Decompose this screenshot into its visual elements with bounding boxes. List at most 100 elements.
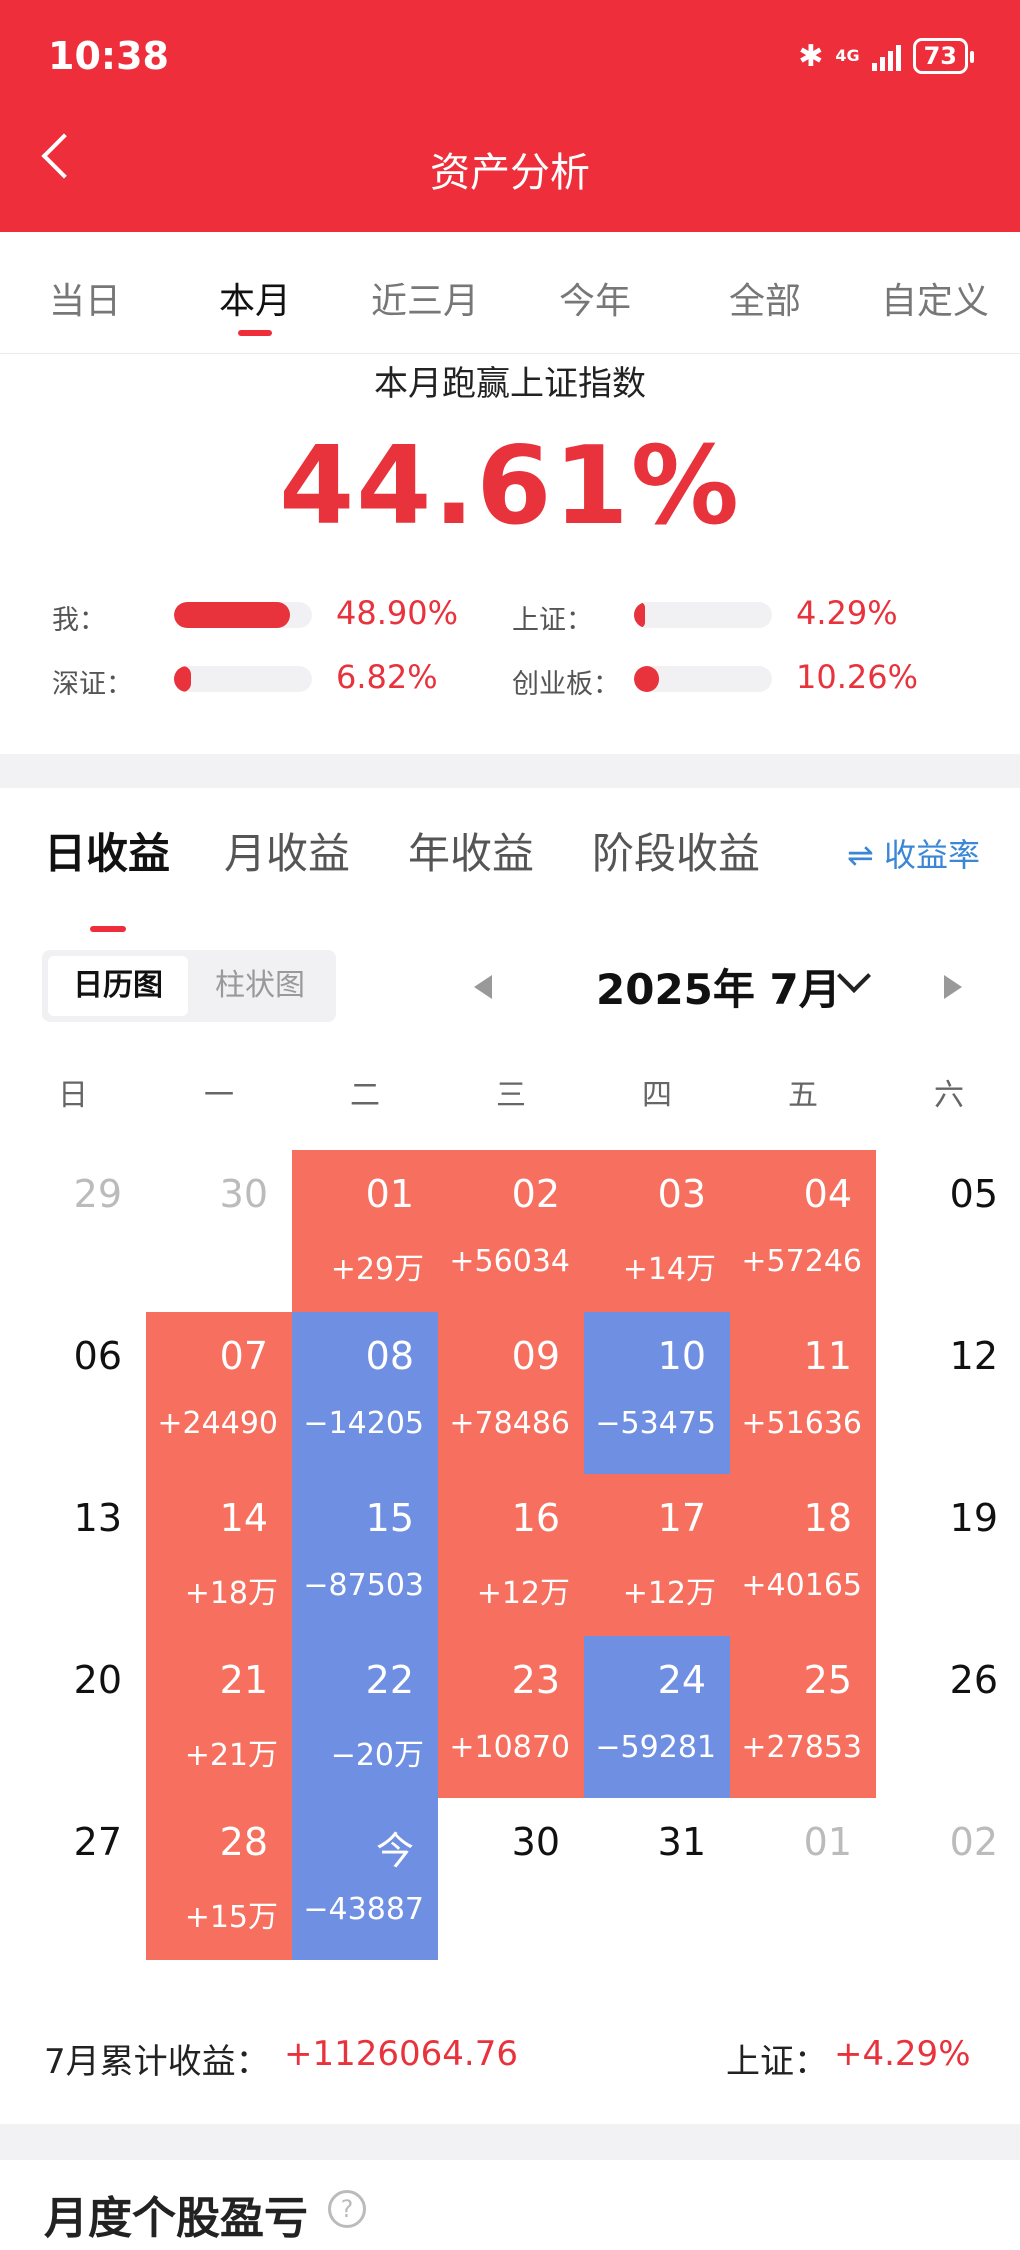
day-profit: −14205 [303,1406,424,1441]
day-number: 今 [375,1829,414,1873]
calendar-day[interactable]: 09 +78486 [438,1312,584,1474]
day-profit: +57246 [741,1244,862,1279]
calendar-day[interactable]: 03 +14万 [584,1150,730,1312]
index-label: 上证： [726,2042,828,2082]
day-number: 23 [511,1658,560,1702]
calendar-day[interactable]: 16 +12万 [438,1474,584,1636]
day-number: 31 [657,1820,706,1864]
compare-bar-sh [634,602,772,628]
help-icon[interactable]: ? [328,2190,366,2228]
compare-value-sh: 4.29% [796,594,898,632]
calendar-view-button[interactable]: 日历图 [48,956,188,1016]
day-profit: +40165 [741,1568,862,1603]
calendar-day[interactable]: 15 −87503 [292,1474,438,1636]
battery-icon: 73 [912,38,975,74]
calendar-day[interactable]: 28 +15万 [146,1798,292,1960]
bluetooth-icon: ✱ [798,38,824,74]
calendar-day[interactable]: 13 [0,1474,146,1636]
day-profit: +56034 [449,1244,570,1279]
day-profit: +14万 [622,1252,716,1287]
compare-label-sz: 深证： [52,669,133,700]
tab-three-months[interactable]: 近三月 [370,281,479,322]
day-number: 13 [73,1496,122,1540]
signal-icon [871,41,901,71]
calendar-day[interactable]: 19 [876,1474,1020,1636]
day-profit: −53475 [595,1406,716,1441]
day-number: 04 [803,1172,852,1216]
day-number: 26 [949,1658,998,1702]
day-profit: −43887 [303,1892,424,1927]
weekday-label: 一 [204,1078,234,1113]
tab-custom[interactable]: 自定义 [880,281,989,322]
calendar-day[interactable]: 30 [146,1150,292,1312]
next-month-icon[interactable] [944,975,962,999]
compare-bar-fill [174,666,191,692]
tab-all[interactable]: 全部 [728,281,801,322]
calendar-day[interactable]: 02 [876,1798,1020,1960]
day-number: 02 [511,1172,560,1216]
network-type: 4G [835,46,860,65]
period-tabs: 当日 本月 近三月 今年 全部 自定义 [0,232,1020,354]
calendar-day[interactable]: 27 [0,1798,146,1960]
month-label[interactable]: 2025年 7月 [596,965,841,1014]
tab-daily-profit[interactable]: 日收益 [44,820,170,932]
tab-yearly-profit[interactable]: 年收益 [408,829,535,878]
day-profit: −20万 [330,1738,424,1773]
tab-this-year[interactable]: 今年 [558,281,631,322]
weekday-label: 三 [496,1078,526,1113]
calendar-day[interactable]: 01 +29万 [292,1150,438,1312]
calendar-day[interactable]: 29 [0,1150,146,1312]
day-profit: +12万 [622,1576,716,1611]
compare-label-cyb: 创业板： [512,669,620,700]
section-title: 月度个股盈亏 [44,2193,308,2244]
calendar-day[interactable]: 14 +18万 [146,1474,292,1636]
calendar-day[interactable]: 02 +56034 [438,1150,584,1312]
day-number: 30 [511,1820,560,1864]
compare-value-sz: 6.82% [336,658,438,696]
calendar-day[interactable]: 26 [876,1636,1020,1798]
calendar-day[interactable]: 17 +12万 [584,1474,730,1636]
day-number: 11 [803,1334,852,1378]
calendar-day[interactable]: 08 −14205 [292,1312,438,1474]
calendar-day[interactable]: 10 −53475 [584,1312,730,1474]
calendar-day[interactable]: 今 −43887 [292,1798,438,1960]
calendar-day[interactable]: 11 +51636 [730,1312,876,1474]
day-number: 30 [219,1172,268,1216]
calendar-day[interactable]: 05 [876,1150,1020,1312]
index-value: +4.29% [834,2034,971,2074]
calendar-day[interactable]: 20 [0,1636,146,1798]
page-title: 资产分析 [430,150,590,196]
compare-bar-fill [174,602,290,628]
day-profit: +15万 [184,1900,278,1935]
calendar-day[interactable]: 12 [876,1312,1020,1474]
day-profit: −59281 [595,1730,716,1765]
calendar-day[interactable]: 06 [0,1312,146,1474]
calendar-day[interactable]: 25 +27853 [730,1636,876,1798]
calendar-day[interactable]: 21 +21万 [146,1636,292,1798]
tab-period-profit[interactable]: 阶段收益 [592,829,761,878]
calendar-day[interactable]: 23 +10870 [438,1636,584,1798]
compare-bar-fill [634,602,646,628]
calendar-day[interactable]: 04 +57246 [730,1150,876,1312]
chevron-down-icon[interactable] [837,959,871,993]
calendar-day[interactable]: 07 +24490 [146,1312,292,1474]
weekday-label: 二 [350,1078,380,1113]
day-number: 08 [365,1334,414,1378]
calendar-day[interactable]: 31 [584,1798,730,1960]
tab-today[interactable]: 当日 [48,281,121,322]
tab-monthly-profit[interactable]: 月收益 [224,829,351,878]
day-profit: −87503 [303,1568,424,1603]
tab-this-month[interactable]: 本月 [170,272,340,336]
compare-bar-cyb [634,666,772,692]
calendar-day[interactable]: 18 +40165 [730,1474,876,1636]
summary-title: 本月跑赢上证指数 [374,364,646,404]
return-rate-toggle[interactable]: ⇌ 收益率 [847,836,980,874]
calendar-day[interactable]: 01 [730,1798,876,1960]
calendar-day[interactable]: 24 −59281 [584,1636,730,1798]
day-profit: +78486 [449,1406,570,1441]
bar-view-button[interactable]: 柱状图 [215,968,305,1003]
prev-month-icon[interactable] [474,975,492,999]
calendar-day[interactable]: 30 [438,1798,584,1960]
day-number: 24 [657,1658,706,1702]
calendar-day[interactable]: 22 −20万 [292,1636,438,1798]
